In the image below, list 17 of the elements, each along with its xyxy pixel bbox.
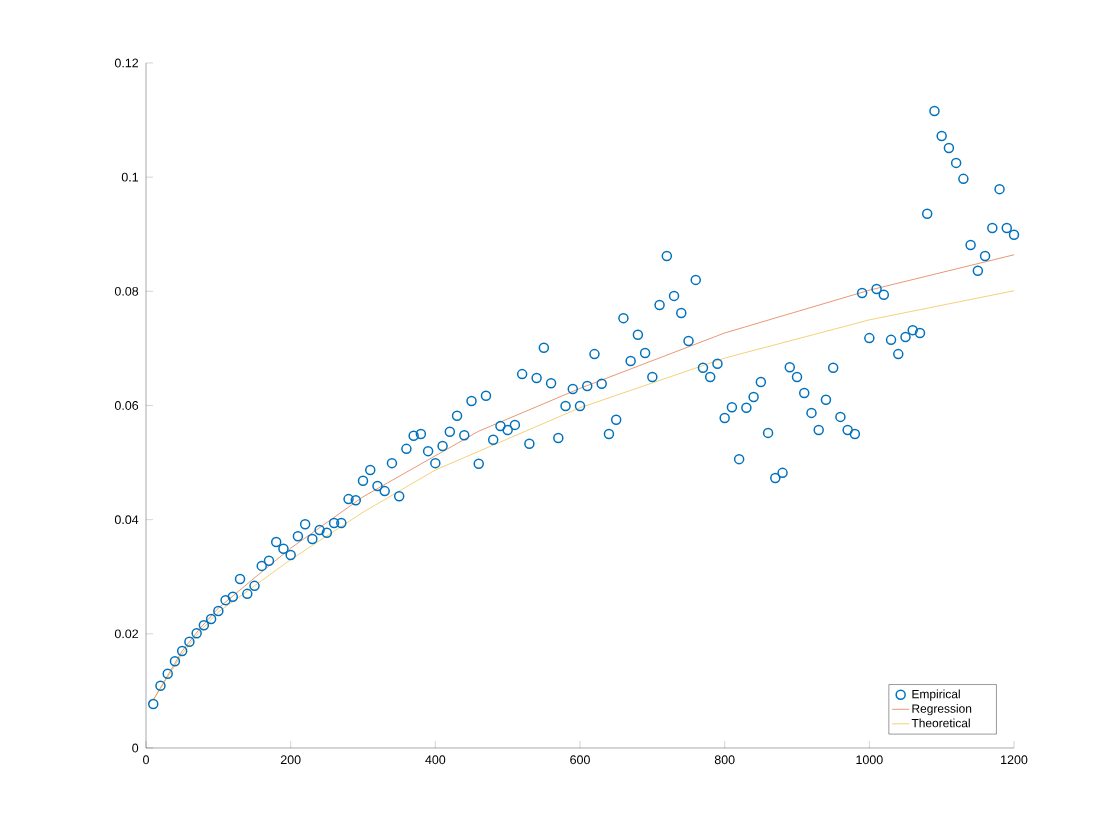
x-tick-label: 400 xyxy=(425,755,446,765)
legend-label: Regression xyxy=(912,704,972,716)
y-tick-label: 0.08 xyxy=(114,286,139,296)
y-tick-label: 0.12 xyxy=(114,58,139,68)
x-tick-label: 1200 xyxy=(1001,755,1028,765)
x-tick-label: 800 xyxy=(714,755,735,765)
x-tick-label: 600 xyxy=(570,755,590,765)
x-tick-label: 0 xyxy=(143,755,149,765)
y-tick-label: 0 xyxy=(132,743,139,753)
y-tick-label: 0.02 xyxy=(114,629,139,639)
x-tick-label: 200 xyxy=(280,755,301,765)
y-tick-label: 0.04 xyxy=(114,515,139,525)
y-tick-label: 0.1 xyxy=(121,172,139,182)
y-tick-label: 0.06 xyxy=(114,401,139,410)
legend-label: Theoretical xyxy=(911,718,970,728)
legend-label: Empirical xyxy=(912,689,960,701)
x-tick-label: 1000 xyxy=(856,755,883,765)
